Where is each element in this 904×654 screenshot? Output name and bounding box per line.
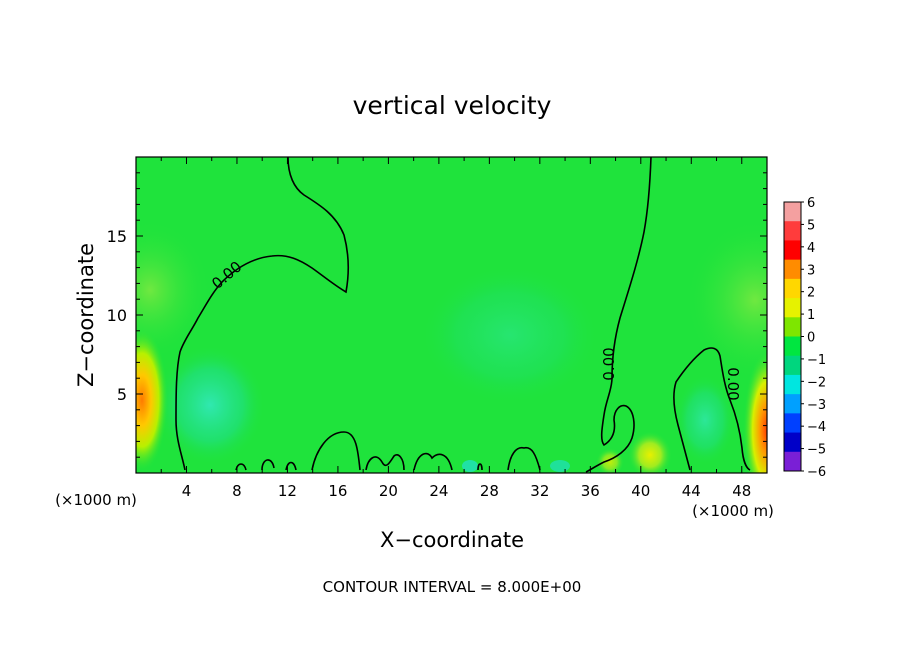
colorbar-segment <box>784 413 801 434</box>
y-tick-label: 15 <box>107 227 127 246</box>
colorbar-segment <box>784 259 801 280</box>
velocity-field: 0.00 0.00 0.00 <box>136 157 767 473</box>
colorbar-segment <box>784 202 801 222</box>
contour-left-envelope <box>175 157 349 471</box>
colorbar-tick-label: 6 <box>807 196 815 211</box>
colorbar-tick-label: −5 <box>807 443 826 458</box>
colorbar-segment <box>784 355 801 376</box>
colorbar-segment <box>784 221 801 241</box>
colorbar-tick-label: 4 <box>807 241 815 256</box>
x-axis-ticks: 4 8 12 16 20 24 28 32 36 40 44 48 <box>160 157 751 500</box>
contour-right-cell <box>673 347 751 471</box>
z-unit-label: (×1000 m) <box>55 491 137 509</box>
upper-left-lightgreen-zone <box>136 220 210 360</box>
left-downdraft-zone <box>155 345 265 465</box>
y-axis-ticks: 5 10 15 <box>107 172 767 458</box>
zero-contours <box>175 157 751 473</box>
right-downdraft-zone <box>675 375 735 465</box>
colorbar-tick-label: 1 <box>807 308 815 323</box>
colorbar-tick-label: −4 <box>807 420 826 435</box>
surface-updraft-zone <box>628 431 672 473</box>
x-tick-label: 20 <box>379 482 398 500</box>
colorbar-tick-label: 0 <box>807 331 815 346</box>
x-tick-label: 32 <box>530 482 549 500</box>
x-axis-title: X−coordinate <box>380 528 524 552</box>
colorbar-segment <box>784 394 801 414</box>
x-unit-label: (×1000 m) <box>692 502 774 520</box>
colorbar-segment <box>784 432 801 453</box>
x-tick-label: 28 <box>480 482 499 500</box>
colorbar-segment <box>784 298 801 318</box>
contour-label-center: 0.00 <box>600 347 618 380</box>
contour-interval-text: CONTOUR INTERVAL = 8.000E+00 <box>323 578 582 596</box>
y-tick-label: 10 <box>107 306 127 325</box>
x-tick-label: 24 <box>429 482 448 500</box>
colorbar-tick-label: −3 <box>807 398 826 413</box>
x-tick-label: 48 <box>732 482 751 500</box>
colorbar-segment <box>784 374 801 395</box>
colorbar-segment <box>784 451 801 472</box>
x-tick-label: 4 <box>182 482 192 500</box>
x-tick-label: 12 <box>278 482 297 500</box>
colorbar-tick-label: −2 <box>807 375 826 390</box>
right-updraft-zone <box>743 350 767 473</box>
colorbar-tick-label: −6 <box>807 465 826 480</box>
colorbar-tick-label: −1 <box>807 353 826 368</box>
colorbar: 6 5 4 3 2 1 0 −1 −2 −3 −4 −5 −6 <box>783 196 826 480</box>
colorbar-tick-label: 3 <box>807 263 815 278</box>
surface-downdraft-spot <box>462 460 478 472</box>
colorbar-segment <box>784 336 801 357</box>
surface-cells <box>235 431 541 471</box>
x-tick-label: 16 <box>328 482 347 500</box>
chart-title: vertical velocity <box>353 91 552 120</box>
colorbar-segment <box>784 240 801 261</box>
y-tick-label: 5 <box>117 385 127 404</box>
upper-right-lightgreen-zone <box>685 220 767 380</box>
x-tick-label: 8 <box>232 482 242 500</box>
x-tick-label: 36 <box>581 482 600 500</box>
surface-downdraft-spot-2 <box>550 460 570 472</box>
x-tick-label: 40 <box>631 482 650 500</box>
colorbar-segment <box>784 278 801 299</box>
x-tick-label: 44 <box>682 482 701 500</box>
colorbar-segment <box>784 317 801 337</box>
left-updraft-zone <box>136 328 168 472</box>
surface-updraft-zone-2 <box>596 448 624 473</box>
y-axis-title: Z−coordinate <box>74 243 98 387</box>
contour-right-envelope <box>585 157 652 473</box>
contour-label-right: 0.00 <box>724 367 742 400</box>
colorbar-tick-label: 5 <box>807 218 815 233</box>
center-downdraft-zone <box>420 265 600 405</box>
colorbar-tick-label: 2 <box>807 286 815 301</box>
